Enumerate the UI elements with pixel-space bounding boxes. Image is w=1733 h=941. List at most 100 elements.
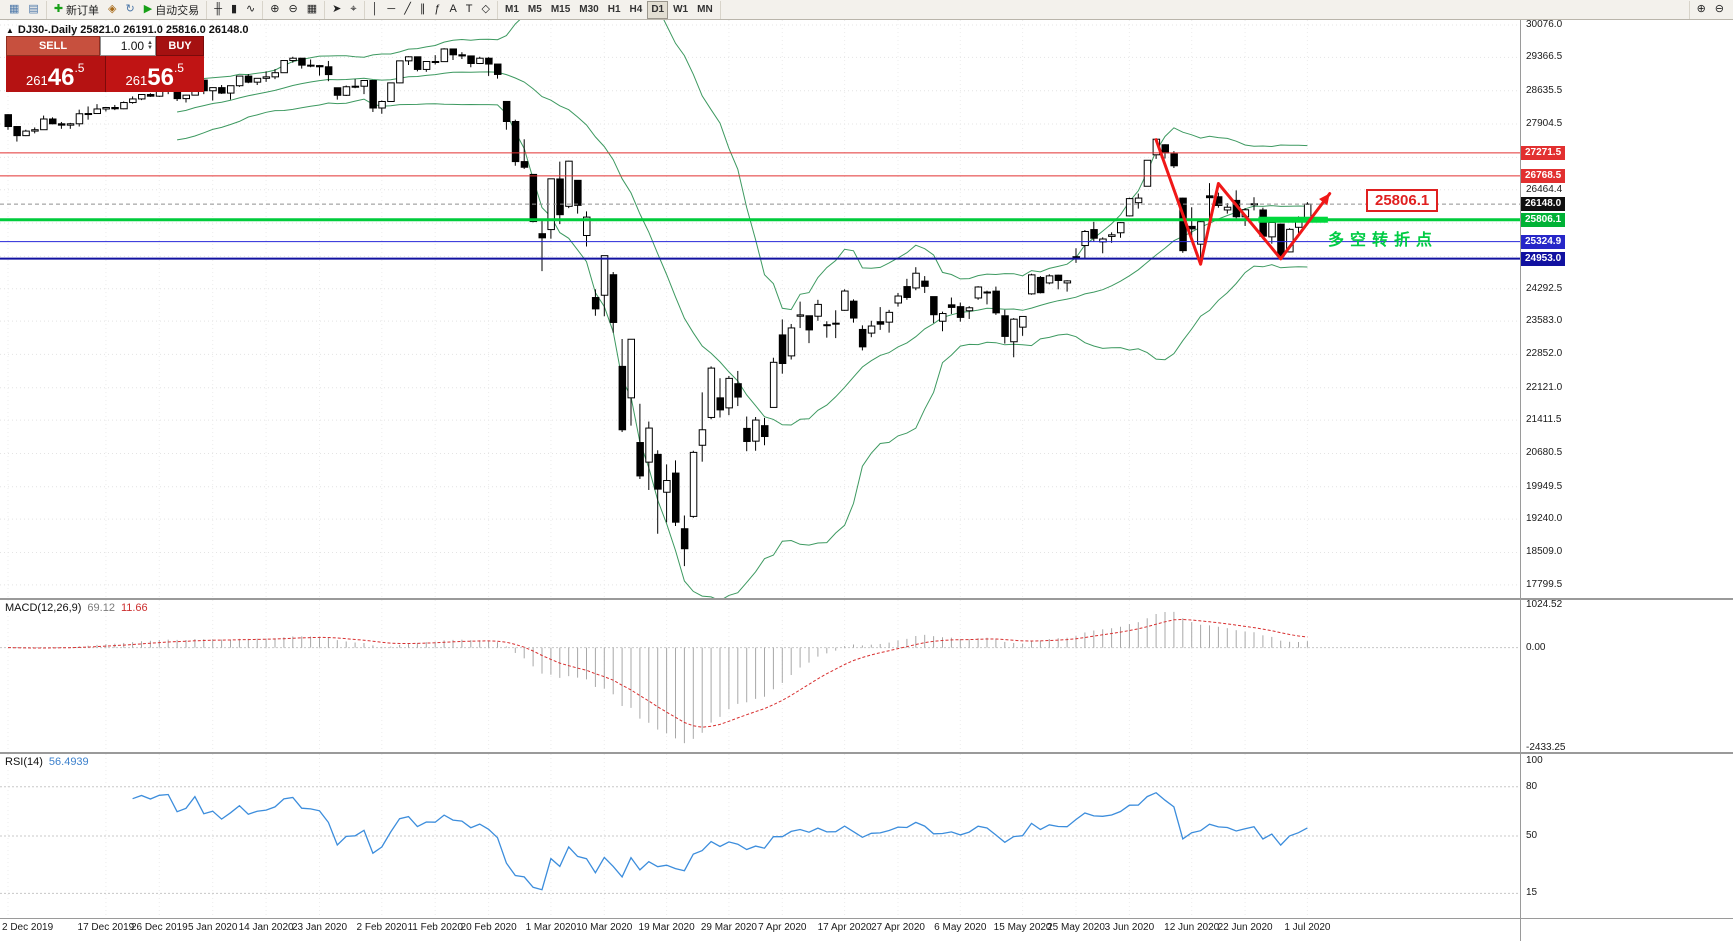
candle-body xyxy=(565,160,573,207)
refresh-icon[interactable]: ↻ xyxy=(122,1,139,19)
vertical-line-icon[interactable]: │ xyxy=(368,1,383,19)
candle-body xyxy=(502,100,511,123)
candle-body xyxy=(867,325,876,334)
candle-body xyxy=(992,290,1000,314)
panel-separator[interactable] xyxy=(0,598,1733,600)
candle-body xyxy=(583,216,591,237)
channel-icon[interactable]: ∥ xyxy=(416,1,430,19)
magnifier-minus-icon[interactable]: ⊖ xyxy=(1711,1,1728,19)
candle-body xyxy=(1072,256,1080,259)
candle-body xyxy=(360,80,368,87)
buy-button[interactable]: BUY xyxy=(156,36,204,56)
autotrade-button-label: 自动交易 xyxy=(155,4,200,17)
price-annotation-label[interactable]: 25806.1 xyxy=(1366,189,1439,212)
candle-body xyxy=(778,334,787,365)
candle-body xyxy=(529,173,538,223)
tf-m1-button[interactable]: M1 xyxy=(501,1,523,19)
macd-panel[interactable] xyxy=(0,600,1520,752)
candle-body xyxy=(850,300,858,319)
new-chart-icon[interactable]: ▦ xyxy=(5,1,23,19)
sell-price[interactable]: 261 46.5 xyxy=(6,56,106,92)
candle-body xyxy=(1259,209,1267,237)
price-axis-label: 19240.0 xyxy=(1526,513,1563,525)
tf-m5-button[interactable]: M5 xyxy=(524,1,546,19)
candle-body xyxy=(947,304,956,308)
trendline-icon[interactable]: ╱ xyxy=(400,1,415,19)
magnifier-plus-icon[interactable]: ⊕ xyxy=(1693,1,1710,19)
candle-body xyxy=(1188,225,1196,230)
label-icon[interactable]: T xyxy=(462,1,477,19)
turning-point-note[interactable]: 多空转折点 xyxy=(1328,232,1439,249)
time-axis-label: 17 Apr 2020 xyxy=(817,922,872,933)
tf-h1-button-label: H1 xyxy=(607,4,621,15)
new-order-button[interactable]: ✚ 新订单 xyxy=(50,1,103,19)
lot-decrease-button[interactable]: ▼ xyxy=(147,45,153,51)
main-chart[interactable] xyxy=(0,20,1520,598)
candle-body xyxy=(983,291,991,294)
tf-h1-button[interactable]: H1 xyxy=(604,1,625,19)
tile-windows-icon[interactable]: ▦ xyxy=(303,1,321,19)
bollinger-bands xyxy=(177,20,1308,598)
chart-type-group: ╫ ▮ ∿ xyxy=(207,0,264,19)
shapes-icon[interactable]: ◇ xyxy=(478,1,494,19)
cursor-icon[interactable]: ➤ xyxy=(328,1,345,19)
candle-body xyxy=(956,306,965,318)
tf-d1-button[interactable]: D1 xyxy=(647,0,669,19)
fibonacci-icon[interactable]: ƒ xyxy=(430,1,444,19)
timeframes-group: M1 M5 M15 M30 H1 H4 D1 W1 MN xyxy=(498,0,721,19)
rsi-gridlines xyxy=(0,754,1520,918)
candle-body xyxy=(1125,198,1134,217)
candle-body xyxy=(912,272,920,289)
lot-increase-button[interactable]: ▲ xyxy=(147,40,153,46)
indicators-icon[interactable]: ◈ xyxy=(104,1,120,19)
price-axis-label: 27904.5 xyxy=(1526,118,1563,130)
tf-m30-button[interactable]: M30 xyxy=(575,1,602,19)
rsi-axis-label: 80 xyxy=(1526,780,1538,792)
green-level-segment[interactable] xyxy=(1258,216,1328,223)
tf-m15-button[interactable]: M15 xyxy=(547,1,574,19)
candle-body xyxy=(556,178,564,216)
autotrade-button[interactable]: ▶ 自动交易 xyxy=(140,1,203,19)
candle-body xyxy=(1223,206,1232,211)
time-axis-label: 3 Jun 2020 xyxy=(1104,922,1155,933)
main-gridlines xyxy=(0,20,1520,598)
tf-w1-button[interactable]: W1 xyxy=(669,1,692,19)
macd-gridlines xyxy=(0,600,1520,752)
tf-m1-button-label: M1 xyxy=(505,4,519,15)
tf-mn-button[interactable]: MN xyxy=(693,1,717,19)
crosshair-icon[interactable]: ⌖ xyxy=(346,1,360,19)
chart-title: ▲ DJ30-.Daily 25821.0 26191.0 25816.0 261… xyxy=(6,24,249,36)
buy-price[interactable]: 261 56.5 xyxy=(105,56,204,92)
candle-body xyxy=(235,75,244,87)
macd-name: MACD(12,26,9) xyxy=(5,602,82,614)
candle-body xyxy=(227,85,235,94)
candle-body xyxy=(333,87,342,96)
horizontal-line-icon-glyph: ─ xyxy=(387,3,396,15)
trend-arrow-annotation[interactable] xyxy=(1154,138,1332,266)
sell-button[interactable]: SELL xyxy=(6,36,100,56)
panel-separator[interactable] xyxy=(0,752,1733,754)
candle-body xyxy=(146,94,155,97)
zoom-in-icon[interactable]: ⊕ xyxy=(266,1,283,19)
candle-body xyxy=(351,85,360,88)
text-icon[interactable]: A xyxy=(445,1,460,19)
profiles-icon[interactable]: ▤ xyxy=(24,1,42,19)
horizontal-line-icon[interactable]: ─ xyxy=(383,1,399,19)
line-chart-icon[interactable]: ∿ xyxy=(242,1,259,19)
rsi-axis-label: 50 xyxy=(1526,830,1538,841)
crosshair-icon-glyph: ⌖ xyxy=(350,3,357,15)
tf-m15-button-label: M15 xyxy=(550,4,571,15)
collapse-triangle-icon[interactable]: ▲ xyxy=(6,26,14,35)
candle-body xyxy=(138,94,146,100)
candle-body xyxy=(796,314,805,317)
bar-chart-icon[interactable]: ╫ xyxy=(210,1,226,19)
panel-separator xyxy=(0,918,1733,919)
tf-h4-button[interactable]: H4 xyxy=(626,1,647,19)
candle-chart-icon[interactable]: ▮ xyxy=(227,1,241,19)
time-axis-label: 2 Feb 2020 xyxy=(356,922,408,933)
lot-size-input[interactable]: 1.00 ▲ ▼ xyxy=(100,36,156,56)
zoom-out-icon[interactable]: ⊖ xyxy=(284,1,301,19)
macd-signal-line xyxy=(7,618,1308,728)
price-axis-label: 20680.5 xyxy=(1526,447,1563,459)
rsi-panel[interactable] xyxy=(0,754,1520,918)
